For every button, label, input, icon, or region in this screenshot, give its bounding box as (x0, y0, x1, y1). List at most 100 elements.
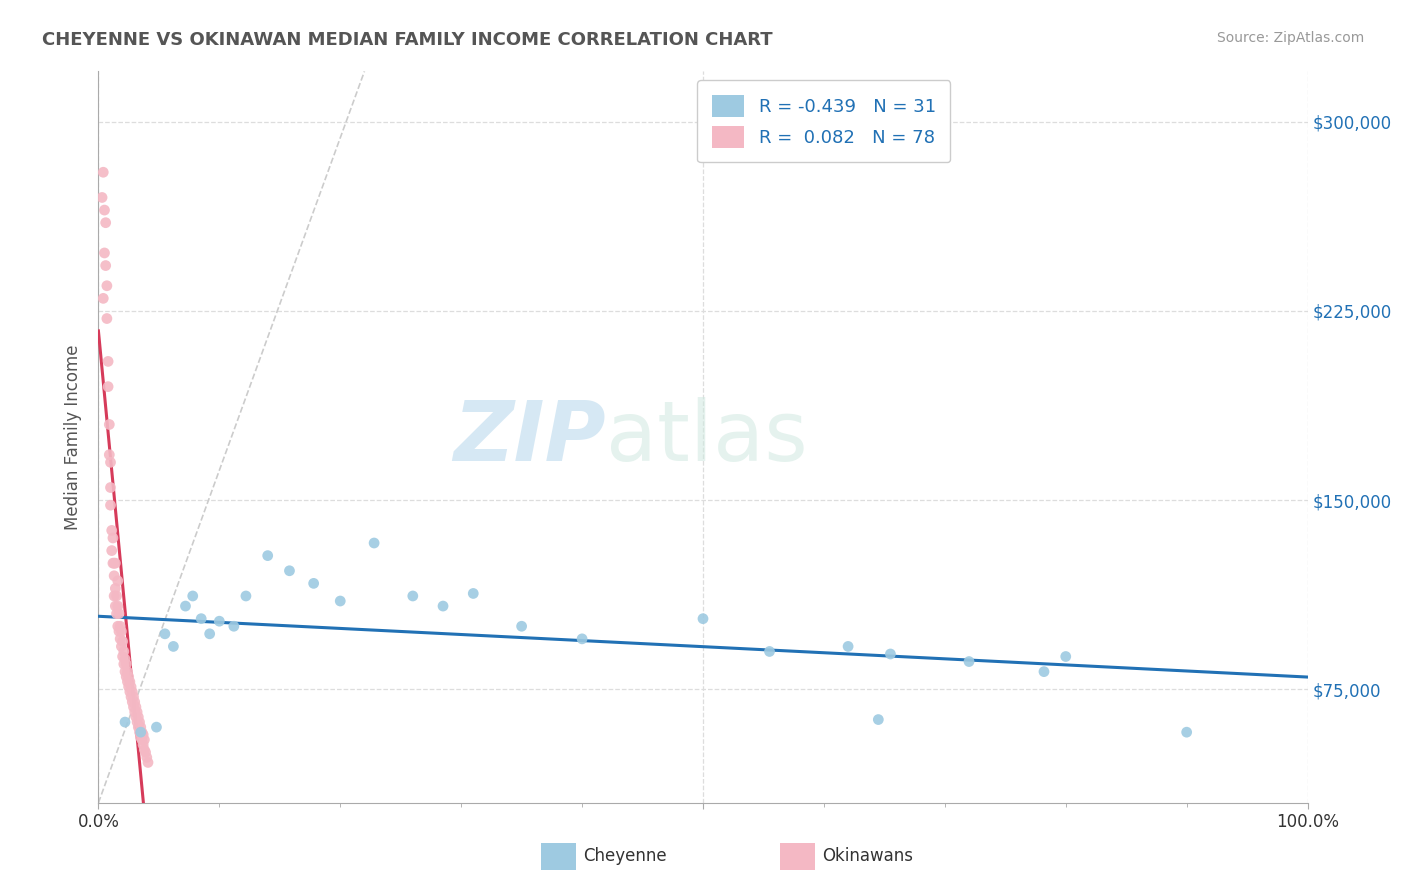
Point (111, 649, 134, 664)
Point (91, 190, 114, 204)
Point (153, 627, 176, 641)
Point (98, 448, 121, 462)
Point (510, 619, 533, 633)
Point (108, 619, 131, 633)
Point (100, 524, 122, 538)
Point (104, 582, 127, 596)
Point (134, 732, 156, 747)
Point (134, 743, 156, 757)
Point (256, 549, 278, 563)
Point (108, 624, 131, 639)
Point (402, 589, 425, 603)
Point (174, 599, 197, 613)
Point (127, 710, 149, 724)
Point (758, 644, 780, 658)
Point (868, 713, 890, 727)
Point (302, 576, 325, 591)
Point (128, 725, 150, 739)
Point (957, 655, 980, 669)
Point (104, 556, 127, 570)
Point (208, 614, 231, 628)
Point (118, 674, 141, 689)
Point (879, 647, 901, 661)
Point (692, 612, 714, 626)
Point (122, 690, 145, 704)
Point (96, 311, 118, 326)
Point (118, 670, 141, 684)
Point (115, 670, 138, 684)
Point (110, 640, 132, 654)
Point (110, 624, 132, 639)
Point (91, 165, 114, 179)
Point (97, 354, 120, 368)
Point (1054, 649, 1077, 664)
Point (127, 705, 149, 719)
Point (129, 720, 152, 734)
Point (93, 246, 115, 260)
Point (181, 589, 204, 603)
Point (1175, 725, 1198, 739)
Point (120, 690, 142, 704)
Point (107, 574, 129, 588)
Point (100, 455, 122, 469)
Point (103, 556, 125, 570)
Point (132, 738, 155, 752)
Point (93, 203, 115, 218)
Point (100, 498, 122, 512)
Point (363, 536, 385, 550)
Point (131, 732, 153, 747)
Point (91, 291, 114, 305)
Point (105, 607, 128, 621)
Point (101, 531, 124, 545)
Text: Okinawans: Okinawans (823, 847, 914, 865)
Text: Cheyenne: Cheyenne (583, 847, 666, 865)
Point (100, 543, 122, 558)
Point (329, 594, 352, 608)
Point (112, 657, 135, 671)
Point (121, 695, 143, 709)
Text: ZIP: ZIP (454, 397, 606, 477)
Point (127, 720, 149, 734)
Point (571, 632, 593, 646)
Point (125, 700, 148, 714)
Text: atlas: atlas (606, 397, 808, 477)
Point (108, 632, 131, 646)
Point (96, 278, 118, 293)
Point (107, 599, 129, 613)
Point (127, 715, 149, 730)
Point (120, 680, 142, 694)
Point (97, 379, 120, 393)
Point (432, 599, 454, 613)
Point (94, 259, 117, 273)
Point (463, 586, 485, 600)
Point (190, 612, 212, 626)
Point (162, 640, 184, 654)
Point (117, 665, 139, 679)
Text: CHEYENNE VS OKINAWAN MEDIAN FAMILY INCOME CORRELATION CHART: CHEYENNE VS OKINAWAN MEDIAN FAMILY INCOM… (42, 31, 773, 49)
Point (118, 680, 141, 694)
Point (111, 634, 134, 648)
Point (145, 720, 167, 734)
Y-axis label: Median Family Income: Median Family Income (65, 344, 83, 530)
Point (125, 710, 148, 724)
Point (198, 627, 221, 641)
Point (117, 674, 139, 689)
Point (94, 216, 117, 230)
Point (115, 657, 138, 671)
Point (136, 756, 159, 770)
Point (114, 665, 136, 679)
Point (132, 728, 155, 742)
Point (222, 619, 245, 633)
Point (114, 652, 136, 666)
Point (128, 715, 150, 730)
Point (124, 705, 146, 719)
Point (278, 564, 301, 578)
Point (105, 589, 128, 603)
Text: Source: ZipAtlas.com: Source: ZipAtlas.com (1216, 31, 1364, 45)
Point (122, 700, 145, 714)
Point (135, 750, 157, 764)
Point (129, 725, 152, 739)
Point (114, 715, 136, 730)
Point (103, 569, 125, 583)
Point (103, 589, 125, 603)
